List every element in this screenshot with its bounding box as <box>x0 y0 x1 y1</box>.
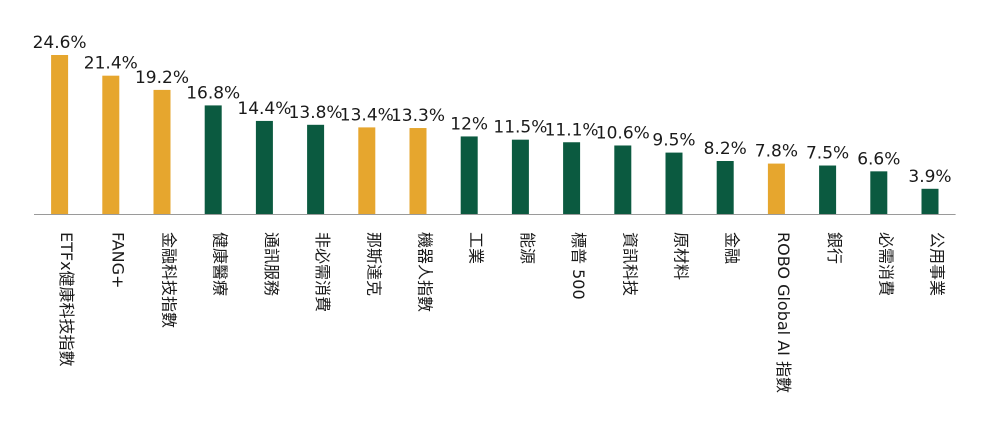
category-label-1: FANG+ <box>108 232 127 288</box>
value-label-6: 13.4% <box>340 105 394 125</box>
bar-3 <box>204 105 222 214</box>
bar-12 <box>665 152 683 214</box>
bar-13 <box>716 161 734 214</box>
category-label-12: 原材料 <box>672 232 691 280</box>
category-label-7: 機器人指數 <box>416 232 435 312</box>
value-label-15: 7.5% <box>806 144 849 164</box>
category-label-3: 健康醫療 <box>211 232 230 296</box>
value-label-12: 9.5% <box>652 131 695 151</box>
bars-group <box>51 55 939 215</box>
value-label-11: 10.6% <box>596 123 650 143</box>
bar-10 <box>563 142 581 214</box>
value-label-14: 7.8% <box>755 142 798 162</box>
bar-15 <box>819 165 837 214</box>
category-label-0: ETFx健康科技指數 <box>57 232 76 367</box>
value-labels-group: 24.6%21.4%19.2%16.8%14.4%13.8%13.4%13.3%… <box>33 33 952 187</box>
bar-6 <box>358 127 376 214</box>
category-label-8: 工業 <box>467 232 486 264</box>
category-label-10: 標普 500 <box>569 232 588 300</box>
bar-17 <box>921 188 939 214</box>
category-label-4: 通訊服務 <box>262 232 281 296</box>
bar-11 <box>614 145 632 214</box>
value-label-17: 3.9% <box>908 167 951 187</box>
value-label-0: 24.6% <box>33 33 87 53</box>
value-label-13: 8.2% <box>704 139 747 159</box>
category-label-9: 能源 <box>518 232 537 264</box>
bar-9 <box>511 139 529 214</box>
category-labels-group: ETFx健康科技指數 FANG+ 金融科技指數 健康醫療 通訊服務 非必需消費 那斯達克 機器… <box>57 232 946 393</box>
category-label-6: 那斯達克 <box>364 232 383 296</box>
value-label-10: 11.1% <box>545 120 599 140</box>
bar-4 <box>255 120 273 214</box>
category-label-11: 資訊科技 <box>620 232 639 296</box>
bar-8 <box>460 136 478 214</box>
value-label-8: 12% <box>450 114 488 134</box>
value-label-7: 13.3% <box>391 106 445 126</box>
value-label-3: 16.8% <box>186 83 240 103</box>
bar-14 <box>767 163 785 214</box>
bar-7 <box>409 128 427 214</box>
category-label-14: ROBO Global AI 指數 <box>774 232 793 393</box>
value-label-16: 6.6% <box>857 149 900 169</box>
category-label-13: 金融 <box>723 232 742 264</box>
category-label-15: 銀行 <box>825 232 844 264</box>
category-label-17: 公用事業 <box>928 232 947 296</box>
category-label-5: 非必需消費 <box>313 232 332 312</box>
bar-0 <box>51 55 69 214</box>
value-label-9: 11.5% <box>493 118 547 138</box>
bar-16 <box>870 171 888 214</box>
bar-5 <box>307 124 325 214</box>
value-label-5: 13.8% <box>289 103 343 123</box>
value-label-2: 19.2% <box>135 68 189 88</box>
bar-1 <box>102 75 120 215</box>
category-label-2: 金融科技指數 <box>160 232 179 328</box>
value-label-4: 14.4% <box>237 99 291 119</box>
category-label-16: 必需消費 <box>876 232 895 296</box>
value-label-1: 21.4% <box>84 54 138 74</box>
bar-2 <box>153 89 171 214</box>
